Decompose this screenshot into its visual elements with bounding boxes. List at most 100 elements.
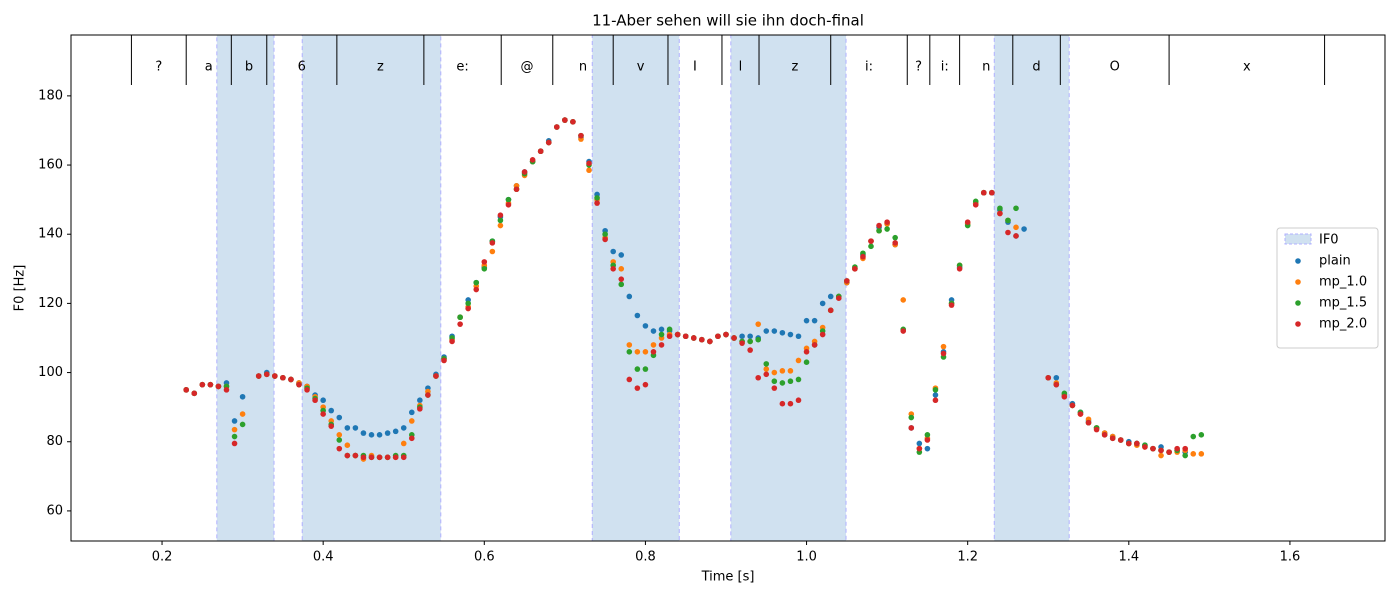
legend-marker: [1295, 300, 1301, 306]
data-point: [1013, 233, 1019, 239]
data-point: [908, 425, 915, 431]
data-point: [360, 430, 367, 436]
data-point: [715, 333, 721, 340]
if0-span: [216, 34, 275, 542]
data-point: [819, 331, 826, 338]
data-point: [1013, 205, 1019, 212]
data-point: [908, 414, 915, 421]
data-point: [827, 307, 834, 314]
data-point: [368, 454, 375, 461]
data-point: [763, 361, 770, 367]
data-point: [320, 397, 326, 404]
data-point: [320, 411, 326, 417]
data-point: [747, 338, 753, 345]
data-point: [739, 333, 745, 340]
data-point: [231, 426, 238, 433]
x-tick-label: 0.2: [152, 550, 173, 565]
data-point: [1005, 229, 1011, 236]
data-point: [1005, 217, 1011, 224]
data-point: [272, 373, 278, 379]
data-point: [860, 253, 866, 260]
segment-label: e:: [456, 60, 468, 75]
legend-label: IF0: [1319, 233, 1339, 248]
data-point: [803, 359, 810, 365]
data-point: [1061, 393, 1068, 400]
data-point: [336, 432, 343, 438]
data-point: [529, 157, 536, 163]
data-point: [231, 440, 238, 447]
data-point: [602, 236, 608, 243]
data-point: [449, 338, 455, 345]
data-point: [1142, 444, 1148, 450]
data-point: [892, 240, 898, 246]
segment-label: I: [693, 60, 697, 75]
segment-label: x: [1243, 60, 1251, 75]
y-axis-label: F0 [Hz]: [13, 265, 28, 312]
data-point: [336, 445, 343, 452]
data-point: [408, 409, 415, 416]
data-point: [408, 435, 415, 442]
data-point: [1053, 374, 1060, 381]
data-point: [723, 331, 729, 338]
data-point: [707, 338, 713, 345]
data-point: [747, 347, 753, 353]
data-point: [932, 387, 939, 393]
if0-span: [591, 34, 680, 542]
data-point: [344, 442, 351, 448]
data-point: [771, 369, 778, 376]
data-point: [400, 425, 407, 431]
data-point: [610, 266, 616, 272]
data-point: [481, 266, 488, 272]
data-point: [956, 266, 963, 272]
data-point: [239, 393, 246, 400]
data-point: [1198, 432, 1205, 438]
data-point: [634, 366, 641, 372]
data-point: [368, 432, 375, 438]
data-point: [425, 392, 431, 398]
data-point: [505, 202, 512, 208]
data-point: [795, 333, 802, 340]
data-point: [964, 219, 971, 225]
data-point: [803, 317, 810, 324]
data-point: [594, 200, 600, 206]
data-point: [239, 421, 246, 428]
data-point: [658, 331, 665, 338]
data-point: [658, 342, 665, 348]
data-point: [473, 279, 480, 286]
data-point: [779, 329, 786, 336]
legend-label: mp_2.0: [1319, 317, 1367, 332]
y-tick-label: 120: [38, 296, 63, 311]
data-point: [900, 328, 907, 334]
data-point: [376, 432, 383, 438]
data-point: [384, 454, 391, 461]
data-point: [980, 189, 987, 196]
legend-label: mp_1.5: [1319, 296, 1367, 311]
data-point: [787, 331, 794, 338]
data-point: [513, 186, 520, 193]
data-point: [924, 432, 931, 438]
data-point: [634, 312, 641, 319]
data-point: [795, 376, 802, 383]
segment-label: ?: [155, 60, 162, 75]
data-point: [352, 452, 359, 459]
if0-span: [730, 34, 847, 542]
data-point: [819, 300, 826, 307]
segment-label: @: [520, 60, 533, 75]
data-point: [972, 202, 979, 208]
y-tick-label: 180: [38, 88, 63, 103]
data-point: [336, 414, 343, 421]
data-point: [844, 278, 850, 284]
data-point: [1166, 449, 1172, 455]
data-point: [344, 425, 351, 431]
data-point: [562, 117, 568, 123]
segment-label: l: [739, 60, 743, 75]
data-point: [1198, 451, 1205, 457]
data-point: [586, 167, 592, 174]
data-point: [304, 387, 310, 393]
data-point: [231, 433, 238, 440]
data-point: [376, 454, 383, 461]
data-point: [787, 378, 794, 385]
data-point: [795, 357, 802, 364]
data-point: [868, 243, 874, 250]
data-point: [948, 302, 955, 308]
